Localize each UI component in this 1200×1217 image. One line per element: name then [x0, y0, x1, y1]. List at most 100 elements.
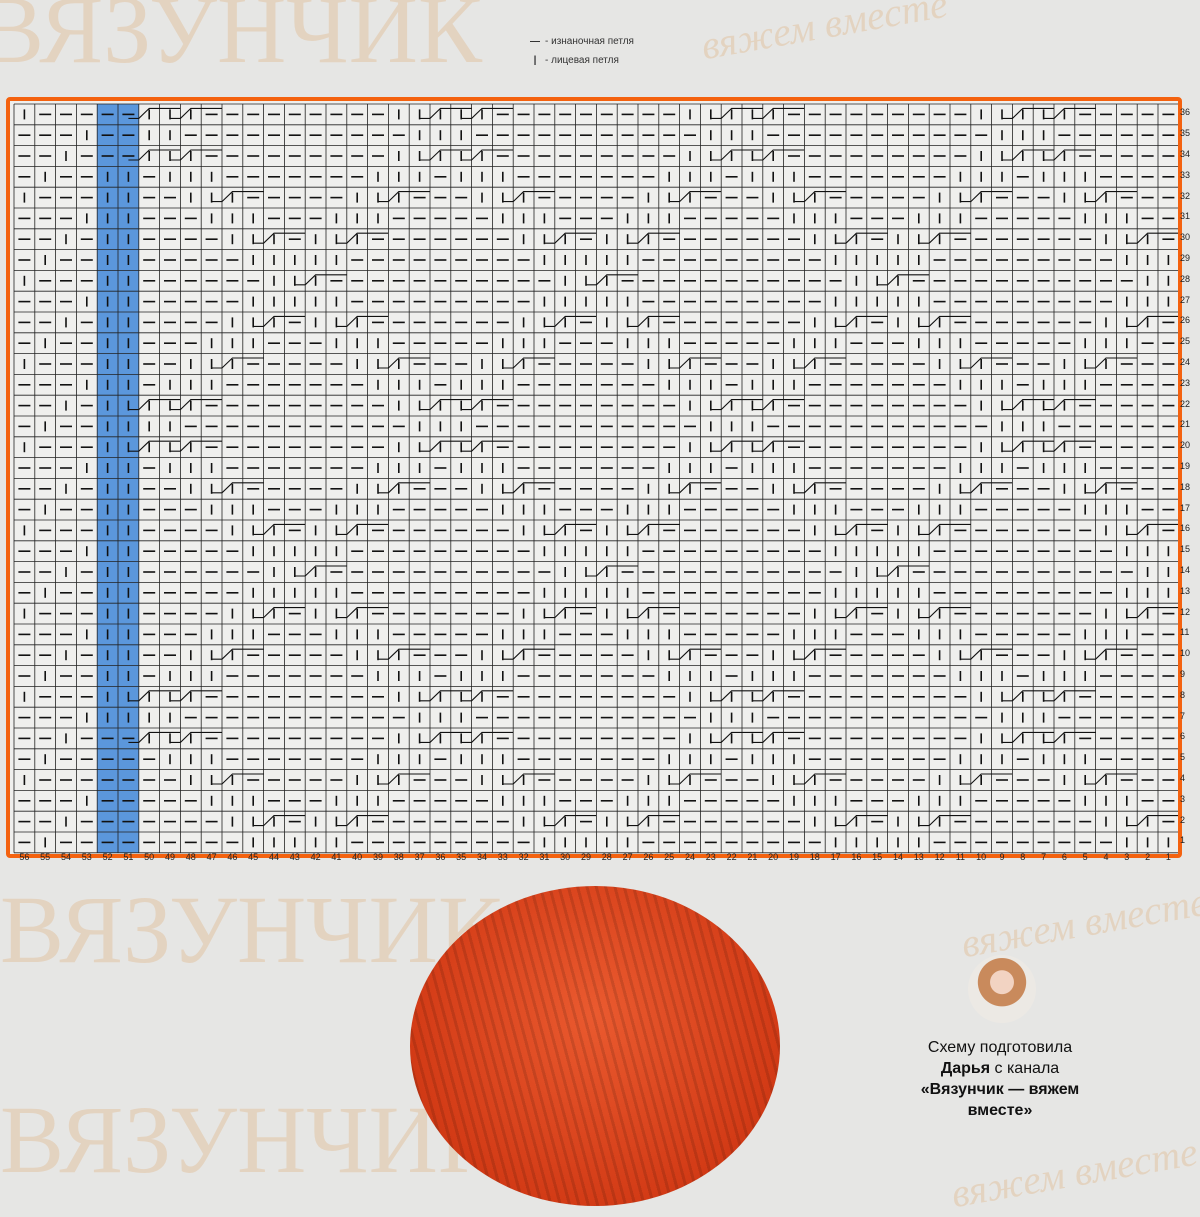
cable-cross [544, 607, 597, 619]
purl-symbol-icon: — [530, 36, 540, 47]
column-number: 23 [705, 852, 716, 862]
row-number: 32 [1180, 190, 1191, 201]
cable-cross [1043, 399, 1096, 411]
watermark: ВЯЗУНЧИК [0, 876, 503, 983]
cable-cross [794, 648, 846, 660]
column-number: 42 [310, 852, 321, 862]
cable-cross [1085, 357, 1138, 369]
cable-cross [877, 274, 930, 286]
row-number: 35 [1180, 128, 1191, 139]
cable-cross [918, 523, 971, 535]
cable-cross [835, 607, 888, 619]
row-number: 2 [1180, 814, 1186, 825]
row-number: 26 [1180, 315, 1191, 326]
column-number: 7 [1041, 852, 1047, 862]
credit-from: с канала [990, 1060, 1060, 1077]
column-number: 21 [747, 852, 758, 862]
column-number: 26 [643, 852, 654, 862]
cable-cross [461, 440, 514, 452]
row-number: 25 [1180, 336, 1191, 347]
legend-label: - изнаночная петля [545, 36, 634, 47]
cable-cross [710, 149, 763, 161]
column-number: 52 [102, 852, 113, 862]
cable-cross [419, 107, 472, 119]
cable-cross [752, 690, 805, 702]
cable-cross [544, 232, 597, 244]
column-number: 11 [955, 852, 966, 862]
column-number: 30 [560, 852, 571, 862]
cable-cross [544, 315, 597, 327]
cable-cross [877, 565, 930, 577]
cable-cross [1002, 149, 1054, 161]
cable-cross [253, 523, 306, 535]
cable-cross [378, 357, 430, 369]
cable-cross [170, 107, 222, 119]
column-number: 24 [684, 852, 696, 862]
column-number: 10 [976, 852, 987, 862]
cable-cross [336, 815, 389, 827]
column-number: 35 [456, 852, 467, 862]
cable-cross [253, 315, 306, 327]
cable-cross [128, 107, 181, 119]
cable-cross [419, 731, 472, 743]
cable-cross [461, 149, 514, 161]
cable-cross [794, 482, 846, 494]
cable-cross [960, 648, 1013, 660]
cable-cross [669, 482, 722, 494]
row-number: 24 [1180, 357, 1191, 367]
row-number: 29 [1180, 253, 1191, 263]
cable-cross [960, 773, 1013, 785]
cable-cross [1043, 440, 1096, 452]
column-number: 12 [934, 852, 945, 862]
author-avatar [968, 955, 1036, 1023]
cable-cross [1043, 149, 1096, 161]
column-number: 46 [227, 852, 238, 862]
cable-cross [1126, 232, 1179, 244]
cable-cross [294, 274, 347, 286]
row-number: 28 [1180, 273, 1191, 284]
cable-cross [960, 482, 1013, 494]
row-number: 19 [1180, 461, 1191, 471]
column-number: 18 [809, 852, 820, 862]
cable-cross [627, 232, 680, 244]
cable-cross [461, 107, 514, 119]
credit-text: Схему подготовила Дарья с канала «Вязунч… [890, 1037, 1110, 1121]
cable-cross [378, 191, 430, 203]
cable-cross [170, 731, 222, 743]
column-number: 6 [1061, 852, 1067, 862]
column-number: 5 [1082, 852, 1088, 862]
cable-cross [378, 482, 430, 494]
column-number: 43 [289, 852, 300, 862]
row-number: 30 [1180, 232, 1191, 243]
cable-cross [419, 690, 472, 702]
cable-cross [752, 149, 805, 161]
row-number: 18 [1180, 481, 1191, 492]
cable-cross [253, 815, 306, 827]
row-number: 31 [1180, 211, 1191, 222]
cable-cross [1126, 607, 1179, 619]
cable-cross [128, 731, 181, 743]
column-number: 1 [1165, 852, 1171, 862]
row-number: 3 [1180, 793, 1186, 804]
cable-cross [211, 773, 264, 785]
cable-cross [1043, 690, 1096, 702]
cable-cross [627, 815, 680, 827]
row-number: 5 [1180, 752, 1186, 763]
watermark-slogan: вяжем вместе [697, 0, 951, 69]
column-number: 28 [601, 852, 612, 862]
column-number: 31 [539, 852, 550, 862]
cable-cross [502, 191, 555, 203]
column-number: 34 [476, 852, 488, 862]
cable-cross [211, 357, 264, 369]
cable-cross [502, 357, 555, 369]
column-number: 19 [788, 852, 800, 862]
cable-cross [627, 607, 680, 619]
column-number: 8 [1020, 852, 1026, 862]
cable-cross [918, 315, 971, 327]
cable-cross [835, 523, 888, 535]
cable-cross [669, 357, 722, 369]
cable-cross [1126, 315, 1179, 327]
cable-cross [710, 107, 763, 119]
watermark-slogan: вяжем вместе [947, 1128, 1200, 1217]
cable-cross [794, 773, 846, 785]
